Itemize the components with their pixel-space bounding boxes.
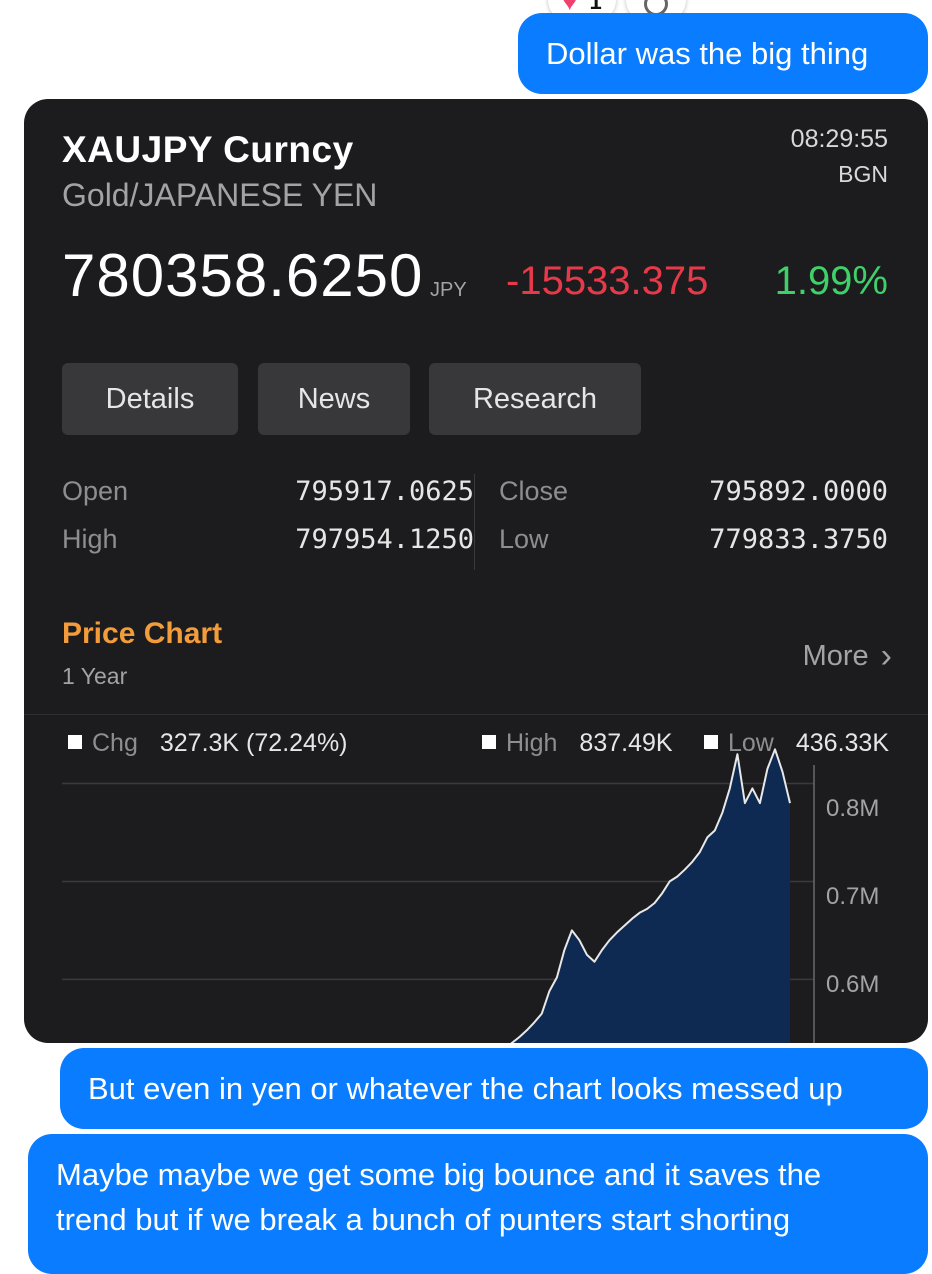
low-label: Low [499, 524, 549, 554]
chevron-right-icon: › [880, 637, 892, 675]
y-tick-label: 0.6M [826, 971, 880, 998]
high-label: High [62, 524, 118, 554]
more-link[interactable]: More › [803, 637, 892, 676]
legend-chg-value: 327.3K (72.24%) [159, 729, 348, 757]
heart-icon: ♥ [562, 0, 578, 16]
open-label: Open [62, 476, 129, 506]
stats-divider [474, 474, 475, 570]
price-chart-svg [62, 748, 815, 1043]
percent-change: 1.99% [774, 259, 888, 303]
more-label: More [802, 640, 869, 672]
reaction-count: 1 [589, 0, 602, 14]
research-button[interactable]: Research [429, 363, 641, 435]
currency-label: JPY [430, 279, 467, 301]
message-bubble[interactable]: But even in yen or whatever the chart lo… [60, 1048, 928, 1129]
legend-chg-label: Chg [92, 729, 138, 757]
legend-low-label: Low [728, 729, 774, 757]
chart-range: 1 Year [62, 663, 128, 689]
legend-swatch [68, 735, 82, 750]
y-tick-label: 0.8M [826, 795, 880, 822]
bloomberg-quote-card[interactable]: XAUJPY Curncy Gold/JAPANESE YEN 08:29:55… [24, 99, 928, 1043]
legend-swatch [482, 735, 496, 750]
news-button[interactable]: News [258, 363, 410, 435]
message-bubble[interactable]: Dollar was the big thing [518, 13, 928, 94]
price-area [414, 749, 790, 1043]
y-tick-label: 0.7M [826, 883, 880, 910]
legend-high: High 837.49K [482, 729, 673, 758]
price-stats: Open 795917.0625 High 797954.1250 Close … [62, 474, 888, 570]
close-label: Close [499, 476, 569, 506]
last-price: 780358.6250 [62, 242, 424, 309]
legend-swatch [704, 735, 718, 750]
message-text: But even in yen or whatever the chart lo… [88, 1071, 843, 1106]
low-value: 779833.3750 [709, 524, 888, 555]
message-text: Maybe maybe we get some big bounce and i… [56, 1157, 822, 1237]
details-button[interactable]: Details [62, 363, 238, 435]
legend-high-value: 837.49K [579, 729, 673, 757]
close-value: 795892.0000 [709, 476, 888, 507]
open-value: 795917.0625 [295, 476, 474, 507]
legend-change: Chg 327.3K (72.24%) [68, 729, 348, 758]
message-bubble[interactable]: Maybe maybe we get some big bounce and i… [28, 1134, 928, 1274]
ticker-symbol: XAUJPY Curncy [62, 129, 354, 170]
message-text: Dollar was the big thing [546, 36, 869, 71]
pricing-source: BGN [838, 161, 888, 187]
legend-low: Low 436.33K [704, 729, 889, 758]
legend-high-label: High [506, 729, 558, 757]
quote-time: 08:29:55 [790, 125, 888, 153]
legend-low-value: 436.33K [795, 729, 890, 757]
high-value: 797954.1250 [295, 524, 474, 555]
net-change: -15533.375 [506, 259, 709, 303]
chart-divider [24, 714, 928, 715]
price-chart-title: Price Chart [62, 617, 223, 650]
price-chart[interactable]: Chg 327.3K (72.24%) High 837.49K Low 436.33… [24, 715, 928, 1043]
price-line [510, 748, 791, 1043]
security-name: Gold/JAPANESE YEN [62, 177, 378, 213]
